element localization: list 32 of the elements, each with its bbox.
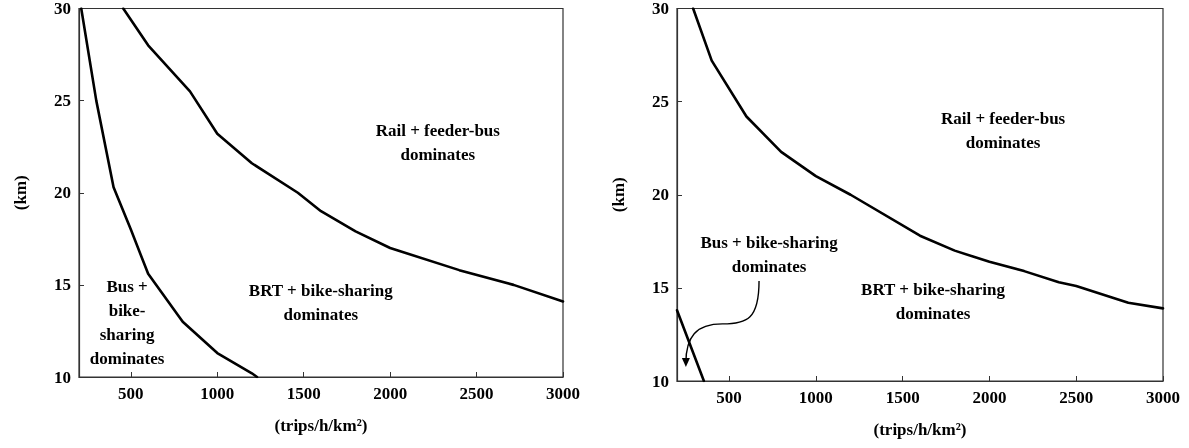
x-tick-label: 500 [716,388,742,407]
x-tick-label: 2000 [972,388,1007,407]
y-tick-label: 10 [652,371,669,391]
annotation: BRT + bike-sharing dominates [861,280,1006,324]
annotation: BRT + bike-sharing dominates [248,281,394,325]
x-tick-label: 3000 [546,384,580,403]
y-tick-label: 30 [652,0,669,18]
y-tick-label: 15 [652,278,669,298]
x-tick-label: 1000 [798,388,833,407]
x-tick-label: 2500 [459,384,494,403]
y-axis-title: (km) [609,177,628,213]
annotation: Rail + feeder-bus dominates [375,120,501,164]
y-tick-label: 20 [54,183,71,203]
annotation: Rail + feeder-bus dominates [940,109,1066,153]
x-tick-label: 1500 [885,388,920,407]
x-tick-label: 3000 [1146,388,1180,407]
x-tick-label: 1000 [200,384,235,403]
annotation: Bus + bike-sharing dominates [700,233,839,277]
x-tick-label: 500 [118,384,144,403]
y-tick-label: 10 [54,367,71,387]
y-tick-label: 25 [54,91,71,111]
y-tick-label: 30 [54,0,71,18]
y-axis-title: (km) [11,175,30,211]
y-tick-label: 25 [652,92,669,112]
y-tick-label: 20 [652,185,669,205]
x-tick-label: 2500 [1059,388,1094,407]
x-tick-label: 1500 [286,384,321,403]
annotation: Bus + bike- sharing dominates [89,277,165,369]
x-tick-label: 2000 [373,384,408,403]
x-axis-title: (trips/h/km²) [873,420,967,439]
y-tick-label: 15 [54,275,71,295]
x-axis-title: (trips/h/km²) [274,416,368,435]
